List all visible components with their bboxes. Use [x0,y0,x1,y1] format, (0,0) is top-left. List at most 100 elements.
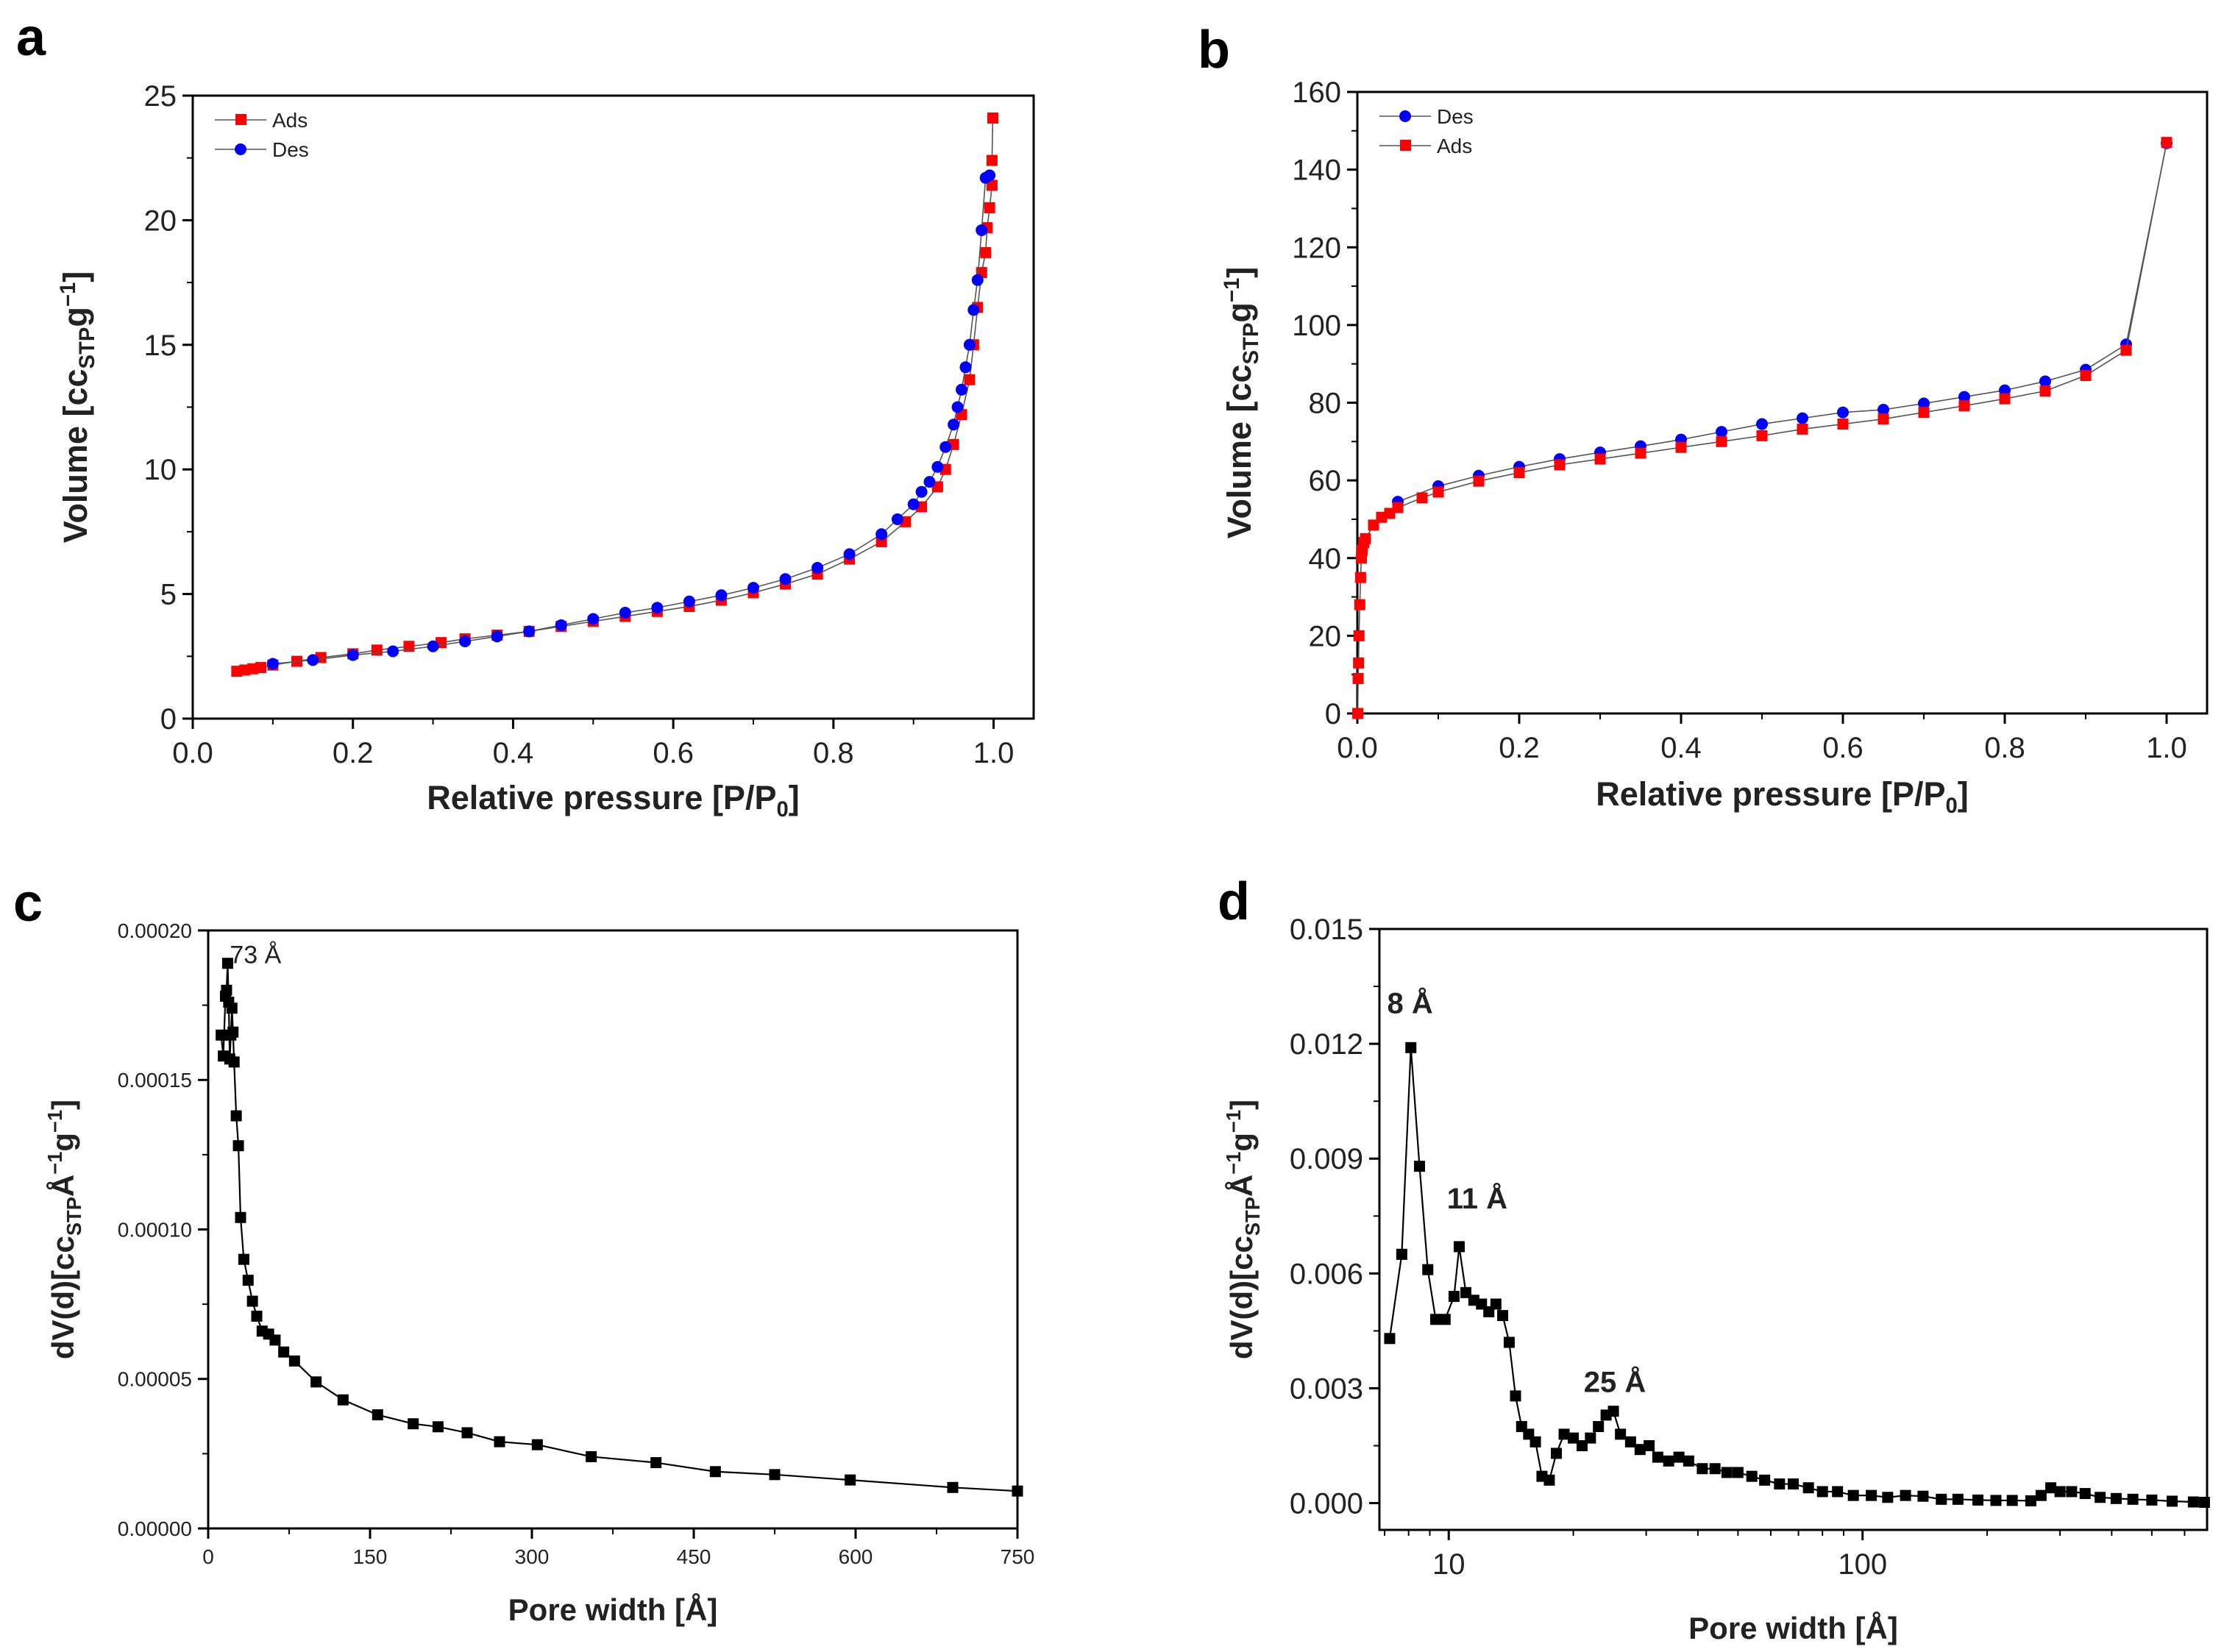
data-point [1797,412,1808,424]
y-axis-title-end: ] [57,271,94,282]
data-point [2079,1488,2091,1500]
data-point [650,1457,662,1469]
data-point [1837,406,1849,419]
y-tick-label: 40 [1309,543,1342,575]
data-point [1697,1463,1708,1475]
x-axis-title-end: ] [789,779,800,816]
data-point [931,460,944,473]
legend-label: Ads [1437,135,1472,157]
data-point [891,513,903,525]
x-tick-label: 750 [1001,1545,1035,1568]
data-point [2080,370,2092,382]
data-point [1675,441,1687,453]
x-tick-label: 0.2 [333,737,374,769]
data-point [246,1295,258,1307]
peak-annotation: 11 Å [1447,1182,1507,1215]
data-point [619,607,631,619]
x-axis-title: Pore width [Å] [1688,1611,1898,1645]
data-point [2110,1492,2122,1504]
data-point [238,1253,249,1265]
data-point [228,1056,240,1068]
data-point [2198,1497,2210,1509]
y-tick-label: 60 [1309,465,1342,497]
x-tick-label: 100 [1838,1548,1887,1581]
data-point [1652,1451,1663,1463]
x-tick-label: 0.8 [813,737,854,769]
data-point [1396,1248,1407,1260]
data-point [1568,1432,1580,1444]
data-point [967,304,980,316]
x-tick-label: 10 [1432,1548,1466,1581]
data-point [1837,419,1849,430]
data-point [1497,1310,1509,1322]
data-point [1510,1390,1521,1402]
y-tick-label: 0.00015 [118,1069,192,1092]
data-point [1414,1161,1426,1172]
data-point [987,112,998,124]
series-line-ads [1357,142,2167,714]
data-point [1439,1314,1451,1325]
legend-label: Des [272,138,309,161]
data-point [2167,1495,2178,1507]
panel-label: b [1198,21,1230,79]
data-point [651,602,664,614]
data-point [255,662,267,674]
data-point [1716,426,1727,438]
x-tick-label: 0.0 [1337,732,1378,764]
data-point [494,1436,505,1448]
panel-label: a [16,8,46,67]
data-point [1634,1444,1646,1456]
data-point [1615,1428,1627,1440]
data-point [1847,1489,1859,1501]
data-point [1353,630,1365,641]
data-point [964,374,976,385]
data-point [1721,1467,1733,1478]
data-point [2035,1489,2047,1501]
data-point [2120,344,2132,356]
data-point [683,595,695,608]
data-point [461,1427,473,1439]
data-point [843,548,856,560]
data-point [779,573,792,585]
y-tick-label: 0 [160,703,177,736]
y-tick-label: 20 [1309,620,1342,652]
y-axis-title-main: Volume [cc [1221,365,1258,539]
data-point [221,958,233,969]
data-point [1429,1314,1441,1325]
data-point [347,649,359,661]
data-point [923,476,936,488]
data-point [948,419,960,431]
data-point [1877,404,1889,416]
data-point [232,1140,244,1152]
y-tick-label: 0.015 [1290,914,1363,946]
data-point [221,984,232,996]
data-point [986,179,998,191]
data-point [1882,1492,1894,1503]
x-tick-label: 0.6 [1822,732,1864,764]
data-point [1453,1241,1465,1253]
data-point [408,1418,419,1430]
y-tick-label: 80 [1309,388,1342,420]
panel-d: d 10 100 0.000 0.003 0.006 0.009 0.012 0.015 Pore… [1218,872,2210,1645]
y-axis-title-sup: −1 [1222,1152,1245,1175]
data-point [586,1450,597,1462]
data-point [1716,435,1727,447]
data-point [959,361,972,374]
data-point [310,1376,322,1388]
data-point [1352,708,1364,719]
data-point [907,498,920,510]
data-point [915,485,928,498]
y-axis-title-main: dV(d)[cc [46,1236,80,1359]
data-point [1709,1463,1721,1475]
x-tick-label: 0.2 [1499,732,1540,764]
data-point [1384,1333,1396,1345]
data-point [1999,393,2011,405]
data-point [1513,467,1525,479]
data-point [980,246,992,258]
data-point [226,1003,238,1014]
data-point [976,224,988,236]
series-line-des [1397,143,2167,502]
x-tick-label: 300 [515,1545,550,1568]
data-point [242,1275,254,1286]
data-point [1999,384,2011,396]
